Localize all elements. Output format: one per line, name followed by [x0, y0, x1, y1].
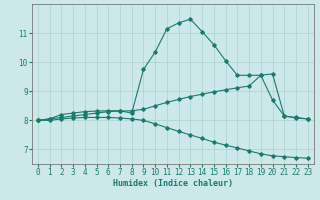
- X-axis label: Humidex (Indice chaleur): Humidex (Indice chaleur): [113, 179, 233, 188]
